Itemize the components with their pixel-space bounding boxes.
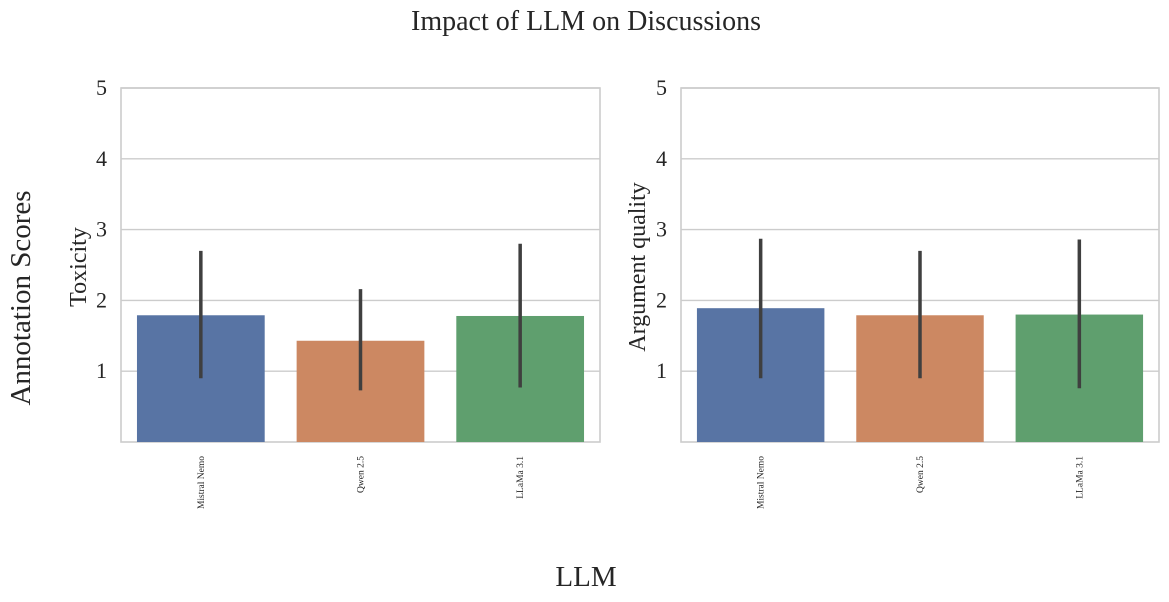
y-tick-label-3: 3 <box>656 217 667 242</box>
y-tick-label-5: 5 <box>96 75 107 100</box>
x-tick-label-llama-3-1: LLaMa 3.1 <box>516 456 526 499</box>
y-tick-label-4: 4 <box>656 146 667 171</box>
chart-panels: 1 2 3 4 5 Toxicity Mistral Nemo Qwen 2.5 LLaMa 3… <box>66 75 1160 509</box>
x-tick-label-qwen-2-5: Qwen 2.5 <box>357 456 367 493</box>
x-tick-label-llama-3-1: LLaMa 3.1 <box>1075 456 1085 499</box>
chart-panel-2: 1 2 3 4 5 Argument quality Mistral Nemo Qwen 2.… <box>625 75 1160 509</box>
x-tick-label-mistral-nemo: Mistral Nemo <box>197 456 207 509</box>
y-tick-label-4: 4 <box>96 146 107 171</box>
y-axis-label: Toxicity <box>66 227 92 307</box>
figure-y-label: Annotation Scores <box>5 190 37 405</box>
figure-title: Impact of LLM on Discussions <box>411 6 761 37</box>
y-tick-label-2: 2 <box>96 287 107 312</box>
y-axis-label: Argument quality <box>625 182 651 352</box>
x-tick-label-mistral-nemo: Mistral Nemo <box>757 456 767 509</box>
x-tick-label-qwen-2-5: Qwen 2.5 <box>916 456 926 493</box>
y-tick-label-5: 5 <box>656 75 667 100</box>
chart-panel-1: 1 2 3 4 5 Toxicity Mistral Nemo Qwen 2.5 LLaMa 3… <box>66 75 601 509</box>
figure-x-label: LLM <box>555 561 616 593</box>
y-tick-label-1: 1 <box>656 358 667 383</box>
y-tick-label-2: 2 <box>656 287 667 312</box>
y-tick-label-1: 1 <box>96 358 107 383</box>
y-tick-label-3: 3 <box>96 217 107 242</box>
